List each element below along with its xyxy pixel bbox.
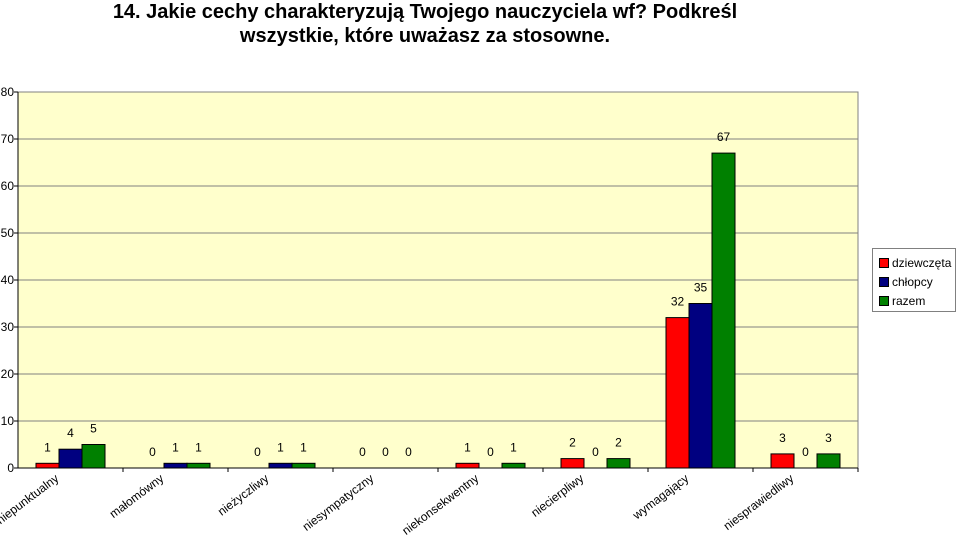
category-label: niepunktualny: [0, 471, 61, 527]
y-tick-label: 50: [1, 226, 15, 240]
bar: [688, 303, 713, 469]
bar: [560, 458, 585, 469]
chart-title-line-1: 14. Jakie cechy charakteryzują Twojego n…: [113, 1, 737, 23]
category-label: małomówny: [107, 471, 167, 521]
data-label: 2: [569, 436, 576, 450]
data-label: 0: [802, 445, 809, 459]
legend-swatch: [879, 295, 889, 306]
bar: [35, 462, 60, 469]
y-axis-ticks: 0 10 20 30 40 50 60 70 80: [1, 85, 18, 475]
legend-label: chłopcy: [892, 274, 933, 289]
bar: [606, 458, 631, 469]
data-label: 35: [694, 281, 708, 295]
data-label: 1: [172, 440, 179, 454]
data-label: 0: [359, 445, 366, 459]
data-label: 3: [825, 431, 832, 445]
bar: [58, 448, 83, 469]
legend-swatch: [879, 257, 889, 268]
legend-item: dziewczęta: [879, 253, 955, 272]
bar: [163, 462, 188, 469]
data-label: 0: [254, 445, 261, 459]
y-tick-label: 70: [1, 132, 15, 146]
category-label: wymagający: [629, 471, 691, 523]
data-label: 0: [149, 445, 156, 459]
data-label: 2: [615, 436, 622, 450]
y-tick-label: 30: [1, 320, 15, 334]
bar: [665, 317, 690, 469]
legend-item: razem: [879, 291, 955, 310]
data-label: 0: [487, 445, 494, 459]
data-label: 67: [717, 130, 731, 144]
legend: dziewczęta chłopcy razem: [872, 248, 956, 312]
data-label: 32: [671, 295, 685, 309]
bar: [770, 453, 795, 469]
y-tick-label: 20: [1, 367, 15, 381]
bar: [291, 462, 316, 469]
y-tick-label: 60: [1, 179, 15, 193]
data-label: 1: [277, 440, 284, 454]
category-label: niesympatyczny: [300, 471, 377, 534]
data-label: 3: [779, 431, 786, 445]
bar: [455, 462, 480, 469]
y-tick-label: 40: [1, 273, 15, 287]
category-label: niecierpliwy: [528, 471, 586, 520]
data-label: 1: [44, 440, 51, 454]
data-label: 0: [405, 445, 412, 459]
data-label: 1: [510, 440, 517, 454]
category-label: niekonsekwentny: [399, 471, 481, 538]
legend-label: dziewczęta: [892, 255, 952, 270]
bar: [81, 444, 106, 469]
data-label: 0: [382, 445, 389, 459]
chart-title-line-2: wszystkie, które uważasz za stosowne.: [239, 25, 610, 47]
y-tick-label: 80: [1, 85, 15, 99]
bar: [816, 453, 841, 469]
bar: [268, 462, 293, 469]
y-tick-label: 10: [1, 414, 15, 428]
category-label: nieżyczliwy: [215, 471, 271, 518]
data-label: 1: [300, 440, 307, 454]
category-label: niesprawiedliwy: [721, 471, 797, 533]
data-label: 5: [90, 422, 97, 436]
data-label: 4: [67, 426, 74, 440]
legend-item: chłopcy: [879, 272, 955, 291]
y-tick-label: 0: [7, 461, 14, 475]
data-labels: 1 4 5 0 1 1 0 1 1 0 0 0 1 0 1 2 0 2 32 35 67 3 0 3: [44, 130, 832, 459]
bar: [711, 152, 736, 469]
category-labels: niepunktualny małomówny nieżyczliwy niesymp…: [0, 468, 859, 538]
data-label: 1: [195, 440, 202, 454]
legend-label: razem: [892, 293, 926, 308]
bar: [501, 462, 526, 469]
legend-swatch: [879, 276, 889, 287]
data-label: 0: [592, 445, 599, 459]
data-label: 1: [464, 440, 471, 454]
bar: [186, 462, 211, 469]
